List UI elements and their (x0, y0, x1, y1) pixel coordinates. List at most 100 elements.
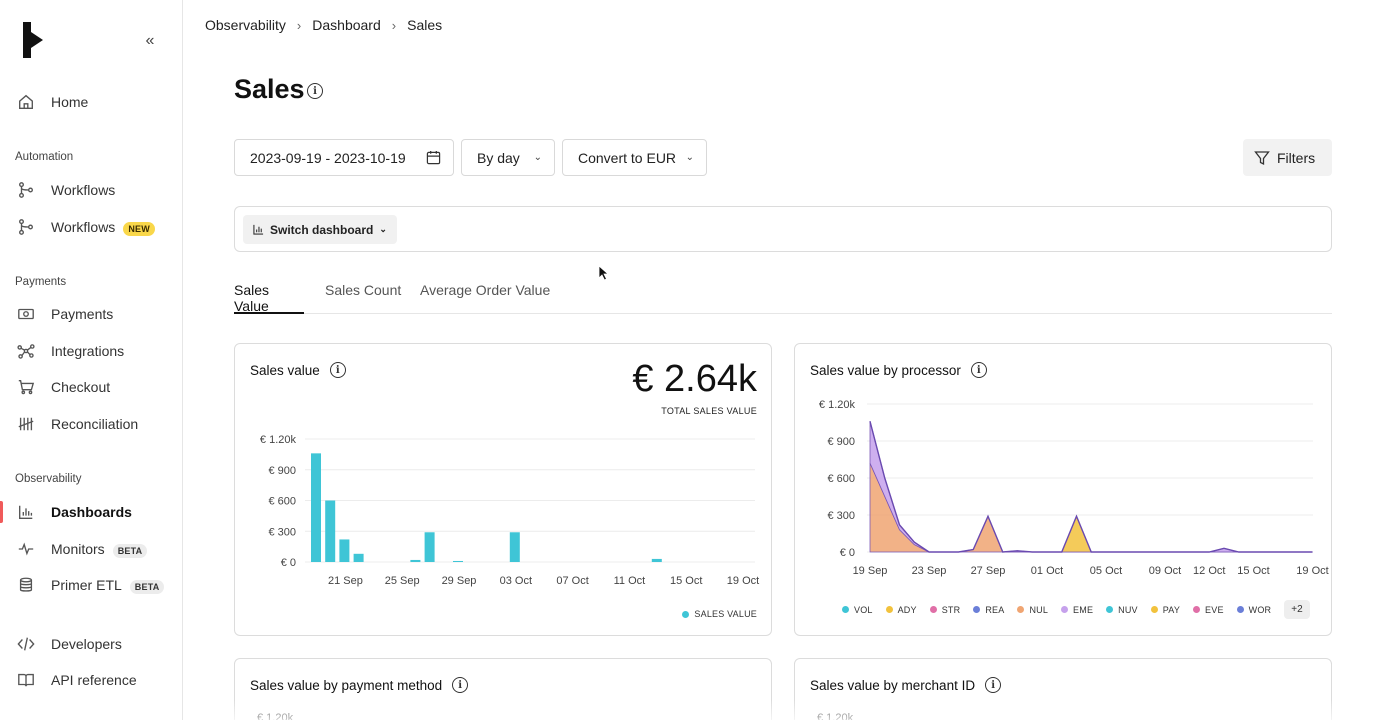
sidebar-item-api-reference[interactable]: API reference (0, 663, 182, 697)
sidebar-item-home[interactable]: Home (0, 85, 182, 119)
legend-item-rea[interactable]: REA (973, 605, 1004, 615)
legend-item-eve[interactable]: EVE (1193, 605, 1224, 615)
legend-item[interactable]: SALES VALUE (682, 609, 757, 619)
x-tick-label: 03 Oct (500, 575, 532, 587)
workflow-icon (16, 217, 36, 237)
chevron-right-icon: › (391, 17, 397, 33)
sidebar-item-workflows-new[interactable]: Workflows NEW (0, 210, 182, 244)
info-icon[interactable]: i (329, 362, 346, 378)
home-icon (16, 92, 36, 112)
switch-dashboard-label: Switch dashboard (270, 222, 374, 237)
sidebar-item-checkout[interactable]: Checkout (0, 370, 182, 404)
card-title-text: Sales value by processor (810, 362, 961, 378)
section-payments: Payments (15, 276, 67, 288)
section-observability: Observability (15, 473, 82, 485)
total-label: TOTAL SALES VALUE (661, 406, 757, 416)
bar (453, 560, 463, 562)
bar (651, 558, 662, 562)
chevrons-left-icon[interactable]: « (145, 32, 155, 49)
breadcrumb: Observability › Dashboard › Sales (205, 17, 442, 33)
legend-label: EME (1073, 604, 1094, 615)
date-range-picker[interactable]: 2023-09-19 - 2023-10-19 (234, 139, 454, 176)
legend-label: NUV (1118, 604, 1138, 615)
y-tick-label: € 900 (827, 436, 855, 448)
y-tick-label: € 900 (268, 465, 296, 477)
breadcrumb-dashboard[interactable]: Dashboard (312, 17, 381, 33)
sidebar-item-workflows[interactable]: Workflows (0, 173, 182, 207)
calendar-icon (426, 150, 441, 165)
legend-more-button[interactable]: +2 (1284, 600, 1310, 619)
sidebar-item-reconciliation[interactable]: Reconciliation (0, 407, 182, 441)
page-title: Sales (234, 74, 305, 104)
chevron-down-icon: ⌄ (685, 152, 694, 163)
legend-item-pay[interactable]: PAY (1150, 605, 1180, 615)
bar-chart-icon (253, 224, 264, 235)
bar (424, 532, 435, 562)
legend-item-ady[interactable]: ADY (885, 605, 917, 615)
x-tick-label: 29 Sep (442, 575, 477, 587)
sidebar-item-primer-etl[interactable]: Primer ETL BETA (0, 568, 182, 602)
card-title-text: Sales value (250, 362, 320, 378)
legend-dot (885, 606, 893, 613)
legend-item-vol[interactable]: VOL (842, 605, 873, 615)
legend-dot (682, 610, 690, 618)
legend-item-nul[interactable]: NUL (1017, 605, 1048, 615)
currency-select[interactable]: Convert to EUR ⌄ (562, 139, 707, 176)
sidebar-item-label: Primer ETL BETA (51, 577, 165, 594)
filters-button[interactable]: Filters (1243, 139, 1332, 176)
activity-icon (16, 539, 36, 559)
info-icon[interactable]: i (307, 83, 323, 99)
info-icon[interactable]: i (985, 677, 1002, 693)
y-tick-label: € 0 (840, 547, 855, 559)
legend-item-eme[interactable]: EME (1061, 605, 1093, 615)
card-title-text: Sales value by payment method (250, 677, 443, 693)
granularity-select[interactable]: By day ⌄ (461, 139, 555, 176)
legend-item-str[interactable]: STR (929, 605, 961, 615)
sidebar-item-monitors[interactable]: Monitors BETA (0, 532, 182, 566)
legend-label: VOL (854, 604, 873, 615)
sidebar-item-payments[interactable]: Payments (0, 297, 182, 331)
legend-label: SALES VALUE (694, 609, 757, 619)
x-tick-label: 07 Oct (556, 575, 588, 587)
legend-dot (1106, 606, 1114, 613)
legend-dot (842, 606, 849, 613)
sidebar: « Home Automation Workflows Workflows NEW… (0, 0, 183, 720)
y-tick-label: € 600 (268, 496, 296, 508)
legend-dot (929, 606, 937, 613)
sidebar-item-integrations[interactable]: Integrations (0, 334, 182, 368)
tab-sales-count[interactable]: Sales Count (325, 282, 402, 298)
legend-dot (1017, 606, 1025, 613)
info-icon[interactable]: i (970, 362, 987, 378)
tab-sales-value[interactable]: Sales Value (234, 282, 304, 314)
sidebar-item-label: Developers (51, 636, 122, 652)
legend-item-nuv[interactable]: NUV (1106, 605, 1138, 615)
x-tick-label: 21 Sep (328, 575, 363, 587)
switch-dashboard-button[interactable]: Switch dashboard ⌄ (243, 215, 397, 244)
area-nul (869, 463, 1313, 553)
code-icon (16, 634, 36, 654)
y-tick-label: € 1.20k (819, 399, 856, 411)
beta-badge: BETA (112, 543, 148, 558)
primer-logo[interactable] (20, 20, 46, 60)
legend-dot (1061, 606, 1069, 613)
y-tick-label: € 1.20k (260, 434, 297, 446)
breadcrumb-observability[interactable]: Observability (205, 17, 286, 33)
legend-item-wor[interactable]: WOR (1236, 605, 1272, 615)
card-title: Sales value by merchant ID i (810, 677, 1002, 693)
x-tick-label: 19 Oct (1296, 565, 1328, 577)
y-tick-label: € 600 (827, 473, 855, 485)
sidebar-item-label: Payments (51, 306, 114, 322)
info-icon[interactable]: i (452, 677, 469, 693)
chevron-down-icon: ⌄ (379, 224, 387, 234)
y-tick-label: € 0 (281, 557, 296, 569)
sidebar-item-dashboards[interactable]: Dashboards (0, 495, 182, 529)
filters-label: Filters (1277, 149, 1316, 166)
tab-average-order-value[interactable]: Average Order Value (420, 282, 551, 298)
sidebar-item-developers[interactable]: Developers (0, 627, 182, 661)
y-tick: € 1.20k (257, 712, 294, 720)
sales-by-payment-method-card: Sales value by payment method i € 1.20k (234, 658, 772, 720)
bar (410, 559, 421, 562)
mouse-cursor-icon (598, 265, 610, 281)
dashboard-switch-bar: Switch dashboard ⌄ (234, 206, 1332, 252)
sales-by-processor-chart: € 1.20k € 900 € 600 € 300 € 0 19 Sep 23 Sep 27 … (819, 399, 1329, 577)
